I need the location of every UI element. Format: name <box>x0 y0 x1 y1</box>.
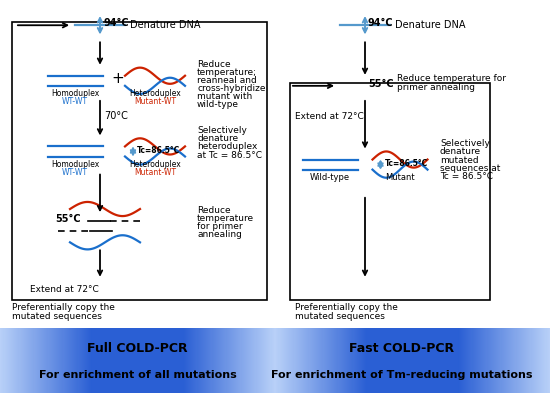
Text: Reduce temperature for: Reduce temperature for <box>397 74 506 83</box>
Text: Heteroduplex: Heteroduplex <box>129 160 181 169</box>
Text: heteroduplex: heteroduplex <box>197 142 257 151</box>
Text: at Tc = 86.5°C: at Tc = 86.5°C <box>197 151 262 160</box>
Text: annealing: annealing <box>197 230 242 239</box>
Text: cross-hybridize: cross-hybridize <box>197 84 266 93</box>
Text: Homoduplex: Homoduplex <box>51 89 99 98</box>
Text: 94°C: 94°C <box>103 18 129 28</box>
Text: primer annealing: primer annealing <box>397 83 475 92</box>
Text: 94°C: 94°C <box>368 18 394 28</box>
Text: Reduce: Reduce <box>197 60 230 69</box>
Text: For enrichment of all mutations: For enrichment of all mutations <box>39 370 236 380</box>
Text: WT-WT: WT-WT <box>62 168 88 177</box>
Text: WT-WT: WT-WT <box>62 97 88 106</box>
Text: 70°C: 70°C <box>104 111 128 121</box>
Text: Tc = 86.5°C: Tc = 86.5°C <box>440 172 493 181</box>
Bar <box>12 22 267 300</box>
Text: Extend at 72°C: Extend at 72°C <box>295 112 364 121</box>
Text: Homoduplex: Homoduplex <box>51 160 99 169</box>
Text: Mutant-WT: Mutant-WT <box>134 168 176 177</box>
Text: Reduce: Reduce <box>197 206 230 215</box>
Text: sequences at: sequences at <box>440 163 500 173</box>
Text: 55°C: 55°C <box>55 214 81 224</box>
Text: temperature: temperature <box>197 214 254 223</box>
Text: Fast COLD-PCR: Fast COLD-PCR <box>349 342 454 355</box>
Text: For enrichment of Tm-reducing mutations: For enrichment of Tm-reducing mutations <box>271 370 532 380</box>
Text: denature: denature <box>197 134 238 143</box>
Text: Full COLD-PCR: Full COLD-PCR <box>87 342 188 355</box>
Text: Tc=86.5°C: Tc=86.5°C <box>384 159 428 168</box>
Text: Mutant: Mutant <box>385 173 415 182</box>
Text: Denature DNA: Denature DNA <box>130 20 201 30</box>
Text: denature: denature <box>440 147 481 156</box>
Text: Extend at 72°C: Extend at 72°C <box>30 285 99 294</box>
Text: Selectively: Selectively <box>197 126 247 135</box>
Text: for primer: for primer <box>197 222 243 231</box>
Text: Tc=86.5°C: Tc=86.5°C <box>137 146 180 155</box>
Text: temperature;: temperature; <box>197 68 257 77</box>
Text: Selectively: Selectively <box>440 140 490 149</box>
Bar <box>290 83 490 300</box>
Text: mutated sequences: mutated sequences <box>295 312 385 321</box>
Text: Denature DNA: Denature DNA <box>395 20 465 30</box>
Text: Heteroduplex: Heteroduplex <box>129 89 181 98</box>
Text: 55°C: 55°C <box>368 79 394 89</box>
Text: Mutant-WT: Mutant-WT <box>134 97 176 106</box>
Text: Preferentially copy the: Preferentially copy the <box>295 303 398 312</box>
Text: mutant with: mutant with <box>197 92 252 101</box>
Text: mutated sequences: mutated sequences <box>12 312 102 321</box>
Text: mutated: mutated <box>440 156 478 165</box>
Text: reanneal and: reanneal and <box>197 76 257 85</box>
Text: Wild-type: Wild-type <box>310 173 350 182</box>
Text: Preferentially copy the: Preferentially copy the <box>12 303 115 312</box>
Text: wild-type: wild-type <box>197 100 239 109</box>
Text: +: + <box>112 71 124 86</box>
